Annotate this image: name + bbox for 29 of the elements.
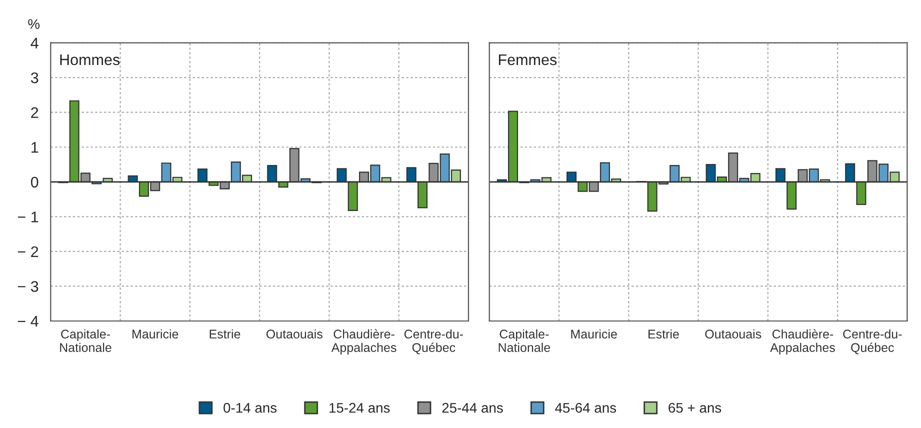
x-tick-label: Mauricie [571,329,617,339]
legend-label: 25-44 ans [442,402,503,413]
x-tick-label: Estrie [210,329,240,339]
text: Hommes [60,54,120,66]
x-tick-label: Centre-du- Québec [404,329,463,354]
y-tick-label: 2 [31,107,38,118]
y-axis-title: % [28,19,40,29]
x-tick-label: Capitale- Nationale [498,329,550,352]
x-tick-label: Centre-du- Québec [843,329,902,354]
y-tick-label: − 4 [18,316,38,327]
x-tick-label: Mauricie [132,329,178,339]
text: Femmes [498,54,557,66]
x-tick-label: Outaouais [266,329,322,339]
x-tick-label: Estrie [648,329,679,339]
y-tick-label: − 1 [18,212,38,222]
legend-label: 65 + ans [668,402,722,413]
legend-label: 45-64 ans [555,402,616,413]
y-tick-label: 3 [30,72,38,84]
x-tick-label: Chaudière- Appalaches [770,329,835,354]
x-tick-label: Capitale- Nationale [60,329,112,352]
legend-label: 15-24 ans [330,402,390,413]
y-tick-label: 0 [30,176,38,188]
x-tick-label: Chaudière- Appalaches [331,329,396,354]
y-tick-label: 4 [30,38,38,48]
y-tick-label: − 2 [18,246,38,257]
y-tick-label: − 3 [18,281,38,292]
legend-label: 0-14 ans [224,402,277,413]
y-tick-label: 1 [32,142,38,153]
x-tick-label: Outaouais [705,329,762,339]
